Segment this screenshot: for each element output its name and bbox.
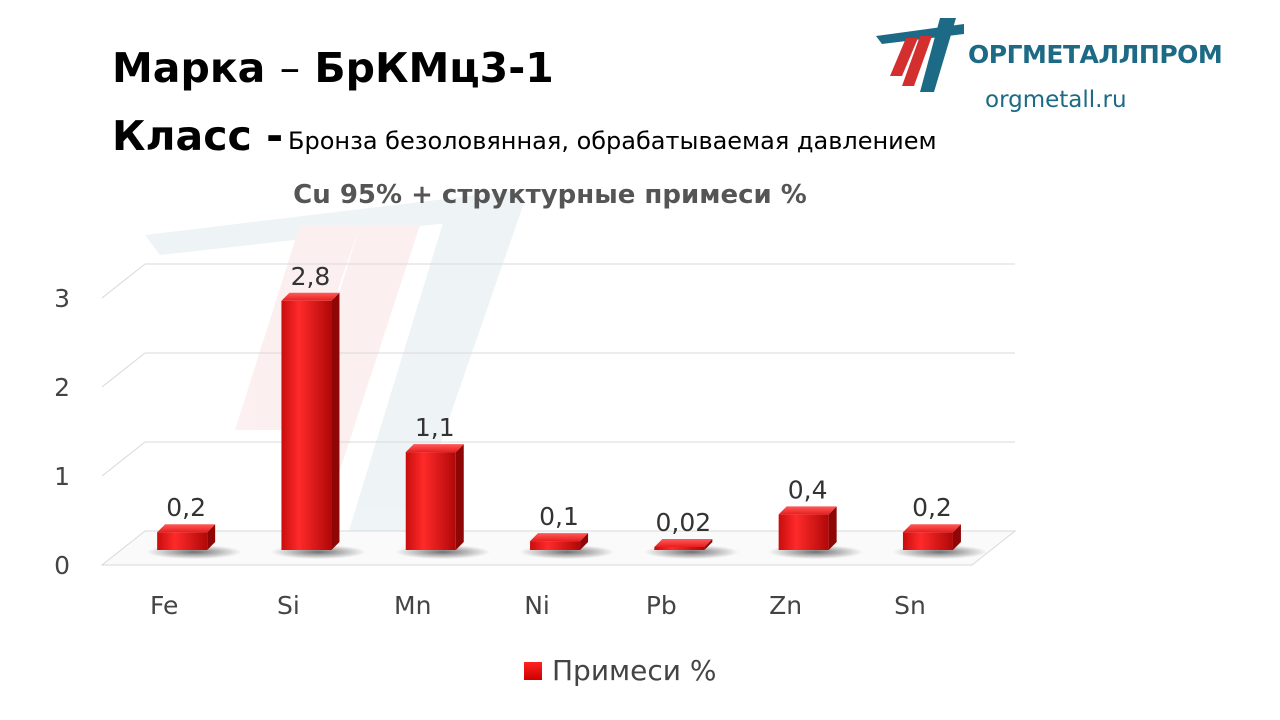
chart-title: Cu 95% + структурные примеси % bbox=[293, 180, 807, 210]
class-label: Класс - bbox=[112, 112, 284, 160]
y-tick-label: 1 bbox=[54, 462, 70, 491]
x-tick-label: Ni bbox=[524, 591, 550, 620]
bar bbox=[281, 292, 340, 550]
gridline-side bbox=[101, 263, 146, 299]
data-label: 0,02 bbox=[656, 508, 712, 537]
bar-side bbox=[828, 506, 837, 550]
bar bbox=[778, 506, 837, 550]
brand-dash: – bbox=[279, 44, 301, 92]
bar bbox=[654, 539, 713, 550]
bar-top bbox=[530, 533, 589, 542]
y-tick-label: 0 bbox=[54, 551, 70, 580]
bar-front bbox=[778, 514, 829, 550]
bar-side bbox=[704, 539, 713, 550]
bar-top bbox=[902, 524, 961, 533]
bar-side bbox=[952, 524, 961, 550]
x-tick-label: Sn bbox=[894, 591, 926, 620]
x-tick-label: Fe bbox=[150, 591, 178, 620]
data-label: 1,1 bbox=[415, 413, 455, 442]
data-label: 0,2 bbox=[166, 493, 206, 522]
class-title: Класс - bbox=[112, 112, 283, 160]
bar bbox=[157, 524, 216, 550]
bar-top bbox=[405, 444, 464, 453]
data-label: 2,8 bbox=[291, 262, 331, 291]
bar bbox=[405, 444, 464, 550]
gridline-side bbox=[101, 352, 146, 388]
legend-swatch bbox=[524, 661, 542, 680]
bar bbox=[902, 524, 961, 550]
bar-front bbox=[157, 532, 208, 550]
x-tick-label: Pb bbox=[646, 591, 677, 620]
bar-top bbox=[281, 292, 340, 301]
x-tick-label: Zn bbox=[769, 591, 802, 620]
bar-front bbox=[530, 541, 581, 550]
chart-legend: Примеси % bbox=[524, 654, 716, 687]
class-description: Бронза безоловянная, обрабатываемая давл… bbox=[288, 127, 937, 155]
brand-title: Марка – БрКМц3-1 bbox=[112, 44, 554, 92]
data-label: 0,2 bbox=[912, 493, 952, 522]
bar-top bbox=[778, 506, 837, 515]
bar-front bbox=[281, 300, 332, 550]
bar-front bbox=[654, 547, 705, 550]
x-tick-label: Si bbox=[277, 591, 300, 620]
brand-value: БрКМц3-1 bbox=[314, 44, 554, 92]
gridline-side bbox=[101, 441, 146, 477]
bar-front bbox=[902, 532, 953, 550]
bar-side bbox=[580, 533, 589, 550]
bar-side bbox=[455, 444, 464, 550]
bar-top bbox=[157, 524, 216, 533]
data-label: 0,1 bbox=[539, 502, 579, 531]
y-tick-label: 3 bbox=[54, 284, 70, 313]
bar-front bbox=[405, 452, 456, 550]
bar-side bbox=[207, 524, 216, 550]
bar-top bbox=[654, 539, 713, 547]
bar-side bbox=[331, 292, 340, 550]
company-url[interactable]: orgmetall.ru bbox=[985, 87, 1127, 113]
legend-label: Примеси % bbox=[552, 654, 717, 687]
company-logo-icon bbox=[876, 18, 964, 92]
y-tick-label: 2 bbox=[54, 373, 70, 402]
bar bbox=[530, 533, 589, 550]
brand-label: Марка bbox=[112, 44, 266, 92]
data-label: 0,4 bbox=[788, 475, 828, 504]
company-name: ОРГМЕТАЛЛПРОМ bbox=[968, 40, 1223, 69]
x-tick-label: Mn bbox=[394, 591, 431, 620]
